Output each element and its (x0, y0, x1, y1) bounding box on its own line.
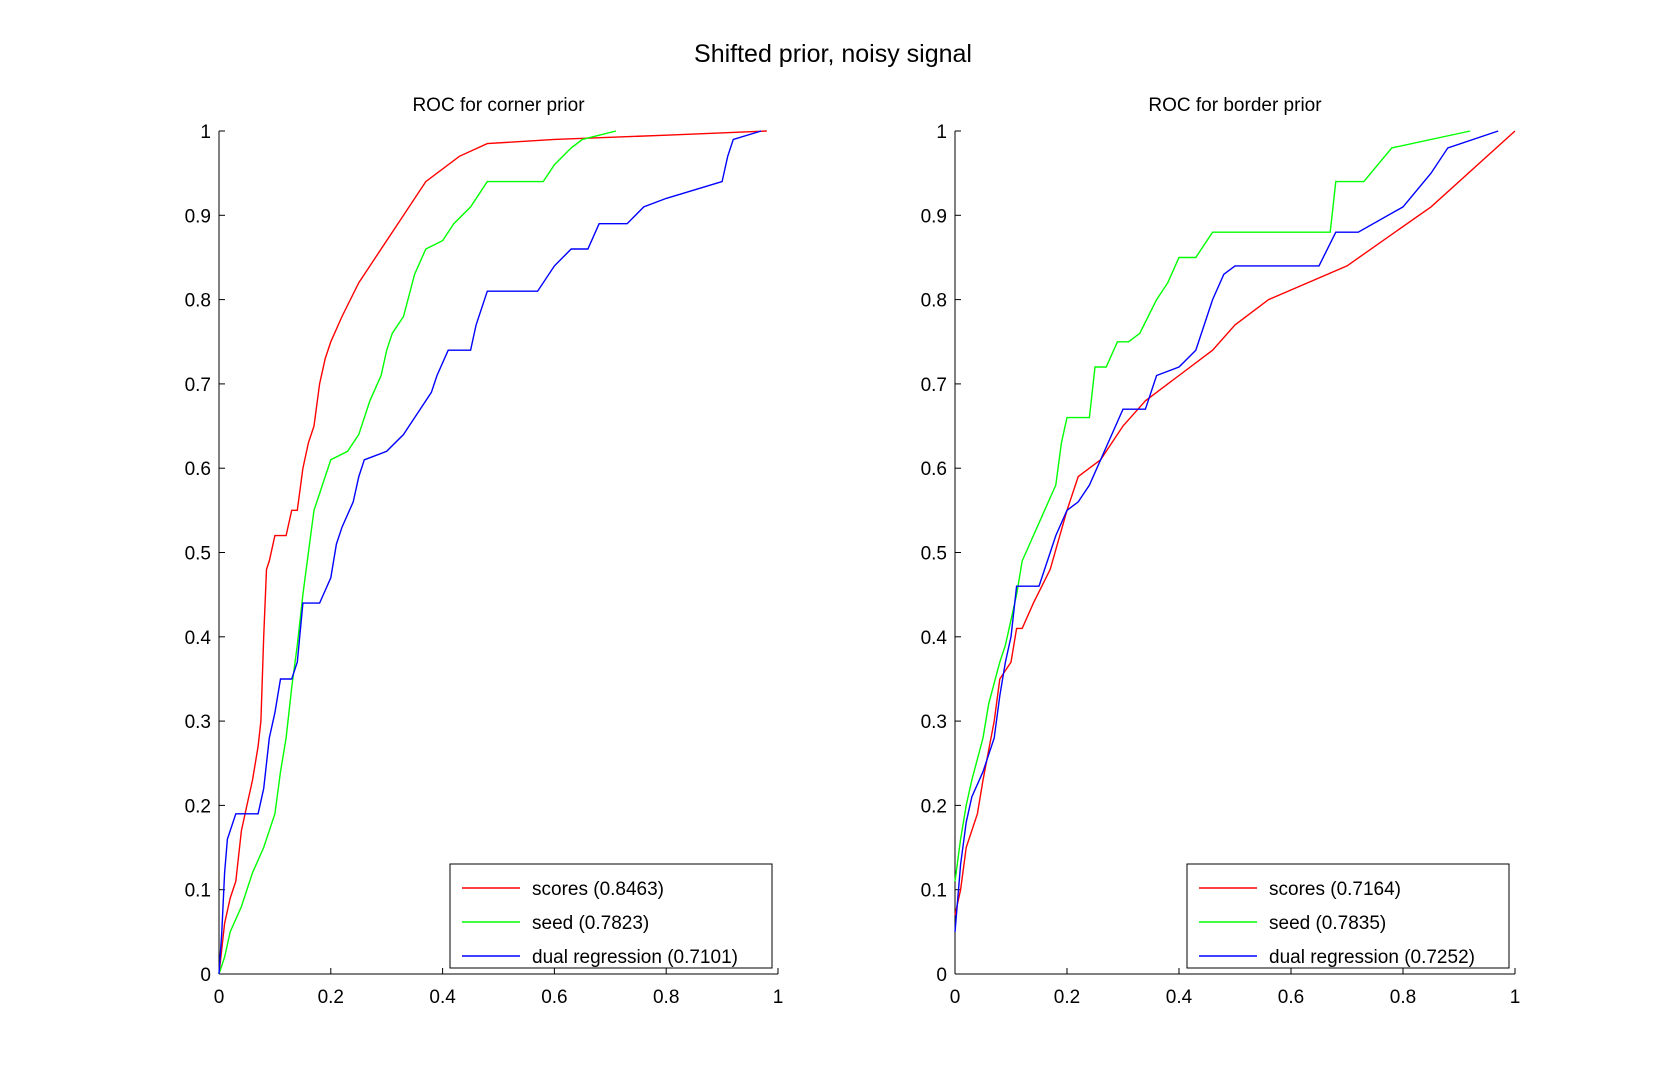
legend-entry-label: dual regression (0.7252) (1269, 947, 1475, 968)
series-line-3 (954, 130, 1499, 932)
x-tick-label: 0 (214, 987, 225, 1008)
y-tick-label: 1 (936, 122, 947, 143)
y-tick-label: 0 (200, 965, 211, 986)
y-tick-label: 0.8 (921, 291, 947, 312)
legend-entry-label: dual regression (0.7101) (532, 947, 738, 968)
y-tick-label: 0.3 (185, 712, 211, 733)
x-tick-label: 0.6 (541, 987, 567, 1008)
y-tick-label: 1 (200, 122, 211, 143)
y-tick-label: 0.9 (185, 206, 211, 227)
y-tick-label: 0.8 (185, 291, 211, 312)
y-tick-label: 0.1 (185, 881, 211, 902)
y-tick-label: 0.7 (921, 375, 947, 396)
y-tick-label: 0.5 (921, 544, 947, 565)
legend-entry-label: scores (0.7164) (1269, 879, 1401, 900)
legend: scores (0.8463) seed (0.7823) dual regress… (449, 863, 773, 969)
series-line-1 (218, 130, 767, 975)
x-tick-label: 0 (950, 987, 961, 1008)
x-tick-label: 1 (773, 987, 784, 1008)
y-tick-label: 0.2 (921, 796, 947, 817)
figure-title: Shifted prior, noisy signal (694, 40, 972, 68)
x-tick-label: 0.2 (318, 987, 344, 1008)
legend-entry-label: scores (0.8463) (532, 879, 664, 900)
y-tick-label: 0.1 (921, 881, 947, 902)
y-tick-label: 0.9 (921, 206, 947, 227)
x-tick-label: 0.4 (429, 987, 456, 1008)
legend-box (449, 863, 773, 969)
x-tick-label: 0.8 (1390, 987, 1416, 1008)
legend-entry-label: seed (0.7835) (1269, 913, 1386, 934)
x-tick-label: 1 (1510, 987, 1521, 1008)
legend-entry-label: seed (0.7823) (532, 913, 649, 934)
axes-title: ROC for corner prior (412, 95, 585, 116)
subplot-2: ROC for border prior 0 0.2 0.4 0.6 0.8 1 0 0.1 0.… (921, 95, 1521, 1008)
series-line-2 (954, 130, 1471, 882)
y-tick-label: 0.5 (185, 544, 211, 565)
subplot-panels: ROC for corner prior 0 0.2 0.4 0.6 0.8 1 0 0.1 0.… (185, 95, 1521, 1008)
y-tick-label: 0.3 (921, 712, 947, 733)
subplot-1: ROC for corner prior 0 0.2 0.4 0.6 0.8 1 0 0.1 0.… (185, 95, 784, 1008)
axes-title: ROC for border prior (1148, 95, 1322, 116)
x-tick-label: 0.2 (1054, 987, 1080, 1008)
y-tick-label: 0.2 (185, 796, 211, 817)
x-tick-label: 0.8 (653, 987, 679, 1008)
legend-box (1186, 863, 1510, 969)
series-line-2 (218, 130, 617, 975)
legend: scores (0.7164) seed (0.7835) dual regress… (1186, 863, 1510, 969)
x-tick-label: 0.6 (1278, 987, 1304, 1008)
y-tick-label: 0.6 (921, 459, 947, 480)
y-tick-label: 0.6 (185, 459, 211, 480)
y-tick-label: 0.4 (185, 628, 212, 649)
y-tick-label: 0 (936, 965, 947, 986)
x-tick-label: 0.4 (1166, 987, 1193, 1008)
y-tick-label: 0.7 (185, 375, 211, 396)
y-tick-label: 0.4 (921, 628, 948, 649)
series-line-3 (218, 130, 762, 975)
series-line-1 (954, 130, 1516, 916)
